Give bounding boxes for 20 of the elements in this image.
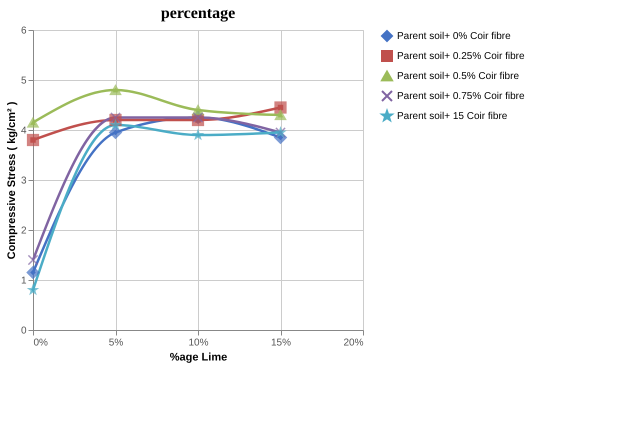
- legend-label: Parent soil+ 0.25% Coir fibre: [397, 51, 525, 62]
- y-tick-label: 3: [20, 176, 27, 186]
- y-tick-label: 4: [20, 126, 27, 136]
- legend-label: Parent soil+ 0% Coir fibre: [397, 31, 512, 42]
- y-tick-label: 5: [20, 76, 27, 86]
- x-axis-title: %age Lime: [170, 352, 228, 364]
- y-tick-label: 0: [20, 326, 27, 336]
- legend-label: Parent soil+ 15 Coir fibre: [397, 111, 508, 122]
- y-axis-title: Compressive Stress ( kg/cm² ): [6, 101, 18, 260]
- legend-label: Parent soil+ 0.75% Coir fibre: [397, 91, 525, 102]
- y-tick-label: 2: [20, 226, 27, 236]
- y-tick-label: 1: [20, 276, 27, 286]
- y-tick-label: 6: [20, 26, 27, 36]
- x-tick-label: 0%: [34, 338, 48, 348]
- chart-title: percentage: [160, 5, 236, 22]
- x-tick-label: 10%: [188, 338, 209, 348]
- legend-label: Parent soil+ 0.5% Coir fibre: [397, 71, 520, 82]
- x-tick-label: 20%: [343, 338, 364, 348]
- x-tick-label: 15%: [270, 338, 292, 348]
- x-tick-label: 5%: [108, 338, 124, 348]
